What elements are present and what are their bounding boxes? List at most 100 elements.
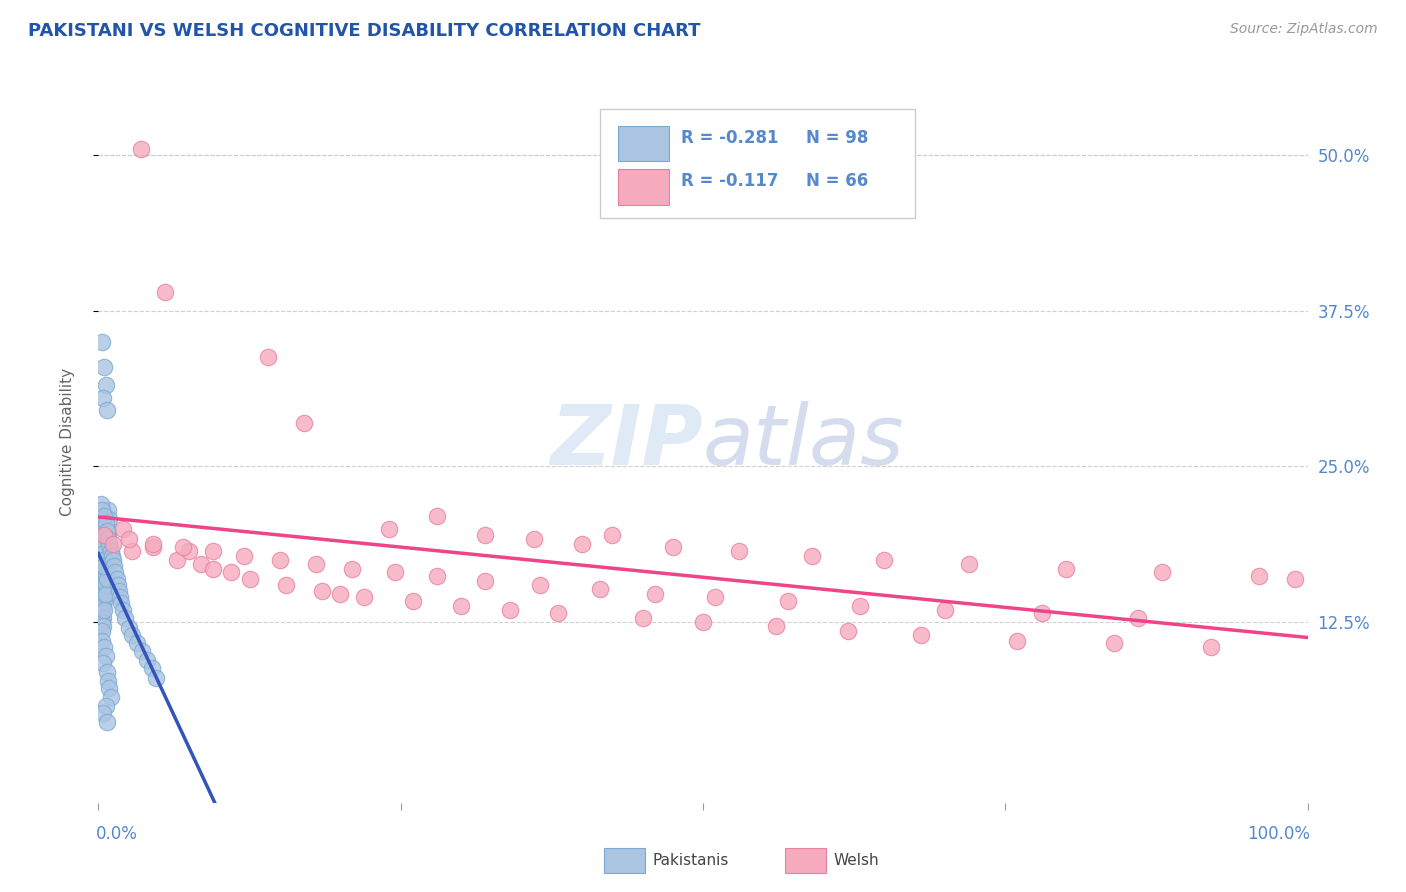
Point: [111, 603, 134, 617]
Point: [474, 574, 496, 588]
Point: [94, 698, 117, 713]
Point: [256, 350, 278, 364]
Point: [292, 416, 315, 430]
Point: [100, 544, 122, 558]
Point: [232, 549, 254, 563]
Point: [402, 594, 425, 608]
Point: [837, 624, 859, 638]
Point: [384, 566, 406, 580]
Point: [94, 378, 117, 392]
Point: [93, 561, 115, 575]
Point: [94, 553, 117, 567]
Point: [90, 497, 112, 511]
Point: [103, 559, 125, 574]
Point: [957, 557, 980, 571]
Point: [426, 569, 449, 583]
Point: [135, 652, 157, 666]
Point: [166, 553, 188, 567]
Point: [96, 561, 118, 575]
Point: [101, 537, 124, 551]
Point: [94, 569, 117, 583]
Point: [910, 627, 932, 641]
Point: [728, 544, 751, 558]
Point: [91, 624, 114, 638]
Point: [100, 690, 122, 704]
Point: [91, 611, 114, 625]
FancyBboxPatch shape: [785, 848, 827, 873]
Point: [91, 574, 114, 588]
Point: [93, 528, 115, 542]
Text: 100.0%: 100.0%: [1247, 825, 1310, 843]
Text: atlas: atlas: [703, 401, 904, 482]
Point: [91, 591, 114, 605]
Point: [94, 522, 117, 536]
Point: [93, 586, 115, 600]
Point: [98, 512, 121, 526]
Point: [94, 572, 117, 586]
Point: [91, 512, 114, 526]
Text: Pakistanis: Pakistanis: [652, 853, 728, 868]
Point: [96, 534, 118, 549]
Point: [96, 403, 118, 417]
Point: [172, 541, 194, 555]
Point: [631, 611, 654, 625]
Point: [91, 553, 114, 567]
Point: [93, 509, 115, 524]
Point: [101, 553, 124, 567]
Point: [94, 516, 117, 530]
Point: [97, 503, 120, 517]
Point: [90, 544, 112, 558]
Point: [90, 541, 112, 555]
Point: [94, 557, 117, 571]
FancyBboxPatch shape: [619, 169, 669, 204]
Point: [1031, 607, 1053, 621]
Point: [426, 509, 449, 524]
Point: [93, 566, 115, 580]
Point: [142, 541, 165, 555]
Point: [97, 528, 120, 542]
Point: [274, 578, 297, 592]
Point: [91, 578, 114, 592]
Text: Source: ZipAtlas.com: Source: ZipAtlas.com: [1230, 22, 1378, 37]
Point: [91, 619, 114, 633]
Point: [269, 553, 291, 567]
Point: [91, 516, 114, 530]
FancyBboxPatch shape: [619, 126, 669, 161]
Point: [342, 561, 364, 575]
Point: [121, 544, 143, 558]
Point: [97, 532, 120, 546]
Point: [1007, 633, 1029, 648]
Point: [1128, 611, 1150, 625]
Text: N = 98: N = 98: [806, 128, 868, 146]
Point: [571, 537, 593, 551]
Point: [104, 566, 127, 580]
FancyBboxPatch shape: [600, 109, 915, 218]
Point: [329, 586, 352, 600]
Point: [91, 334, 114, 349]
Point: [353, 591, 375, 605]
Point: [131, 644, 153, 658]
Text: Welsh: Welsh: [834, 853, 879, 868]
Point: [145, 671, 167, 685]
Point: [91, 706, 114, 720]
Point: [1102, 636, 1125, 650]
Point: [305, 557, 328, 571]
Point: [91, 572, 114, 586]
Text: PAKISTANI VS WELSH COGNITIVE DISABILITY CORRELATION CHART: PAKISTANI VS WELSH COGNITIVE DISABILITY …: [28, 22, 700, 40]
Text: R = -0.281: R = -0.281: [682, 128, 779, 146]
Point: [692, 615, 714, 630]
Point: [108, 591, 131, 605]
Point: [934, 603, 956, 617]
Point: [602, 528, 624, 542]
Point: [644, 586, 666, 600]
Y-axis label: Cognitive Disability: Cognitive Disability: [60, 368, 75, 516]
Point: [91, 578, 114, 592]
Point: [94, 648, 117, 663]
Point: [311, 584, 333, 599]
Point: [93, 603, 115, 617]
Point: [97, 524, 120, 539]
Point: [91, 607, 114, 621]
Point: [94, 586, 117, 600]
Point: [93, 594, 115, 608]
Point: [96, 566, 118, 580]
